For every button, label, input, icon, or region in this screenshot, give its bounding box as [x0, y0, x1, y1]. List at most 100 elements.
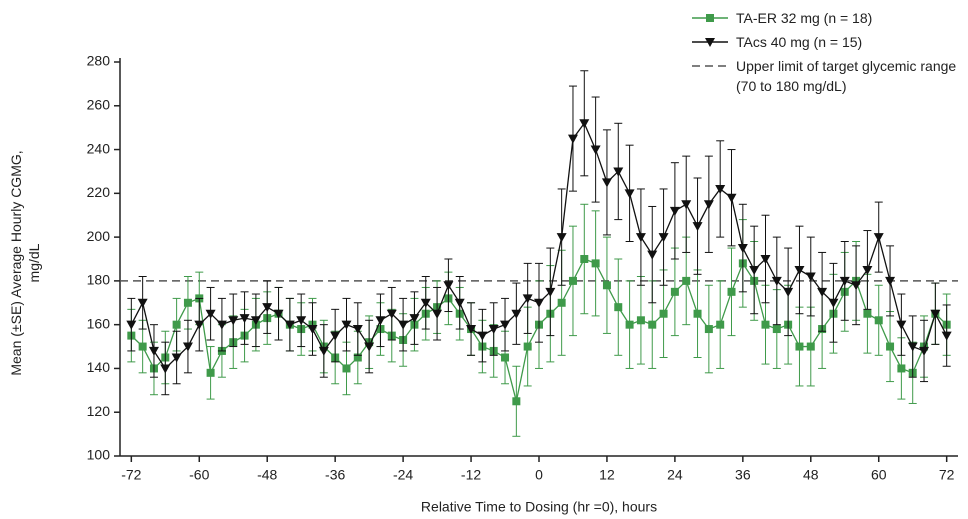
data-point	[670, 287, 679, 296]
data-point	[682, 276, 691, 285]
x-tick-label: 60	[871, 467, 887, 483]
data-point	[749, 265, 760, 275]
data-point	[760, 255, 771, 264]
data-point	[330, 331, 341, 341]
data-point	[580, 255, 589, 263]
data-point	[681, 200, 692, 210]
data-point	[863, 309, 872, 318]
data-point	[398, 320, 409, 330]
data-point	[874, 316, 883, 325]
data-point	[432, 309, 443, 319]
y-tick-label: 180	[87, 272, 111, 288]
data-point	[171, 353, 182, 363]
data-point	[601, 178, 612, 188]
data-point	[364, 342, 375, 352]
data-point	[512, 397, 521, 406]
legend-marker	[706, 14, 714, 22]
data-point	[318, 346, 329, 356]
data-point	[375, 316, 386, 326]
legend-entry: TA-ER 32 mg (n = 18)	[690, 8, 966, 28]
data-point	[488, 325, 499, 335]
data-point	[511, 309, 522, 319]
data-point	[930, 309, 941, 319]
y-tick-label: 240	[87, 140, 111, 156]
x-tick-label: 48	[803, 467, 819, 483]
data-point	[557, 298, 566, 307]
data-point	[761, 320, 770, 329]
data-point	[839, 276, 850, 286]
data-point	[386, 309, 397, 319]
data-point	[590, 145, 601, 155]
y-tick-label: 280	[87, 53, 111, 69]
data-point	[239, 314, 250, 324]
data-point	[137, 298, 148, 308]
data-point	[873, 233, 884, 243]
data-point	[726, 193, 737, 203]
data-point	[420, 298, 431, 308]
data-point	[568, 276, 577, 285]
data-point	[160, 364, 171, 374]
data-point	[579, 119, 590, 129]
x-tick-label: -12	[461, 467, 481, 483]
data-point	[659, 309, 668, 318]
data-point	[624, 189, 635, 199]
data-point	[172, 320, 181, 329]
data-point	[805, 272, 816, 282]
data-point	[795, 342, 804, 351]
legend-entry: Upper limit of target glycemic range (70…	[690, 56, 966, 96]
data-point	[126, 320, 137, 330]
data-point	[522, 294, 533, 304]
data-point	[817, 287, 828, 297]
data-point	[635, 233, 646, 243]
data-point	[716, 320, 725, 329]
x-tick-label: -60	[189, 467, 209, 483]
data-point	[138, 342, 147, 351]
data-point	[897, 364, 906, 373]
data-point	[806, 342, 815, 351]
legend-icon	[692, 65, 728, 67]
x-tick-label: 24	[667, 467, 683, 483]
data-point	[567, 134, 578, 144]
data-point	[500, 320, 511, 330]
data-point	[477, 331, 488, 341]
data-point	[454, 298, 465, 308]
data-point	[693, 309, 702, 318]
data-point	[148, 346, 159, 356]
data-point	[342, 364, 351, 373]
data-point	[704, 325, 713, 334]
data-point	[919, 346, 930, 356]
data-point	[941, 331, 952, 341]
x-tick-label: -36	[325, 467, 345, 483]
x-tick-label: -72	[121, 467, 141, 483]
data-point	[896, 320, 907, 330]
data-point	[194, 320, 205, 330]
data-point	[647, 250, 658, 260]
data-point	[591, 259, 600, 268]
data-point	[613, 167, 624, 177]
data-point	[828, 298, 839, 308]
data-point	[341, 320, 352, 330]
data-point	[727, 287, 736, 296]
data-point	[409, 314, 420, 324]
y-tick-label: 120	[87, 403, 111, 419]
legend-marker	[705, 38, 715, 47]
data-point	[534, 298, 544, 308]
data-point	[885, 276, 896, 286]
y-tick-label: 220	[87, 184, 111, 200]
data-point	[353, 353, 362, 362]
y-tick-label: 100	[87, 447, 111, 463]
data-point	[851, 281, 862, 291]
x-tick-label: 72	[939, 467, 955, 483]
legend-icon	[692, 38, 728, 47]
data-point	[501, 353, 510, 362]
x-tick-label: 36	[735, 467, 751, 483]
data-point	[886, 342, 895, 351]
data-point	[273, 309, 284, 319]
data-point	[307, 325, 318, 335]
x-tick-label: -48	[257, 467, 277, 483]
x-tick-label: -24	[393, 467, 413, 483]
y-axis-label: Mean (±SE) Average Hourly CGMG, mg/dL	[8, 150, 42, 376]
data-point	[443, 281, 454, 291]
data-point	[250, 316, 261, 326]
